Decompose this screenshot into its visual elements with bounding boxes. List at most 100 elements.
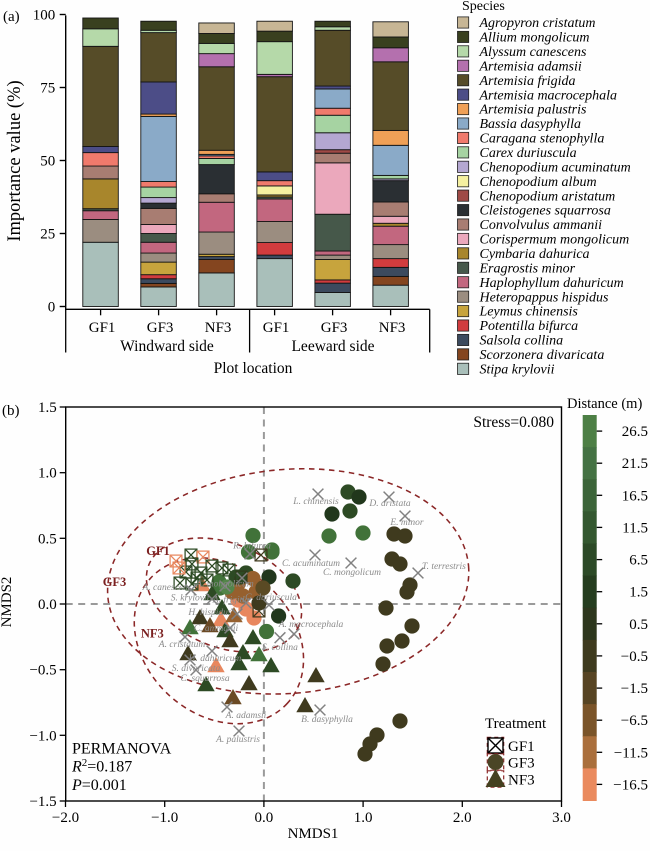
svg-text:100: 100 [33, 8, 56, 24]
svg-text:Leymus chinensis: Leymus chinensis [479, 305, 579, 320]
svg-text:16.5: 16.5 [622, 488, 648, 504]
svg-text:Artemisia macrocephala: Artemisia macrocephala [479, 88, 618, 103]
svg-text:Eragrostis minor: Eragrostis minor [479, 261, 576, 276]
svg-text:GF1: GF1 [89, 320, 116, 336]
svg-text:A. mongolicum: A. mongolicum [195, 580, 254, 590]
svg-text:−16.5: −16.5 [613, 777, 648, 793]
svg-text:Bassia dasyphylla: Bassia dasyphylla [480, 117, 582, 132]
svg-text:Carex duriuscula: Carex duriuscula [480, 146, 577, 161]
svg-text:Distance (m): Distance (m) [567, 396, 642, 412]
svg-text:50: 50 [40, 154, 55, 170]
svg-text:C. mongolicum: C. mongolicum [323, 568, 381, 578]
svg-text:GF3: GF3 [147, 320, 174, 336]
svg-text:NF3: NF3 [379, 320, 406, 336]
svg-text:−1.5: −1.5 [29, 794, 56, 810]
svg-text:1.0: 1.0 [38, 466, 57, 482]
svg-text:6.5: 6.5 [629, 553, 648, 569]
svg-text:D. aristata: D. aristata [368, 499, 410, 509]
svg-text:Chenopodium album: Chenopodium album [480, 175, 597, 190]
svg-text:1.0: 1.0 [354, 810, 373, 826]
svg-text:L. chinensis: L. chinensis [292, 497, 339, 507]
svg-text:A. palustris: A. palustris [215, 735, 260, 745]
svg-text:Treatment: Treatment [485, 716, 547, 732]
svg-text:−1.5: −1.5 [621, 681, 648, 697]
svg-text:75: 75 [40, 81, 55, 97]
svg-text:Caragana stenophylla: Caragana stenophylla [480, 132, 605, 147]
svg-text:Artemisia adamsii: Artemisia adamsii [479, 59, 582, 74]
svg-text:−1.0: −1.0 [29, 728, 56, 744]
svg-text:S. divaricata: S. divaricata [172, 664, 221, 674]
svg-text:A. adamsii: A. adamsii [225, 711, 267, 721]
svg-text:11.5: 11.5 [622, 520, 648, 536]
svg-text:Salsola collina: Salsola collina [480, 334, 564, 349]
svg-text:−11.5: −11.5 [614, 745, 648, 761]
svg-text:−0.5: −0.5 [29, 663, 56, 679]
svg-text:0.0: 0.0 [255, 810, 274, 826]
svg-text:A. cristatum: A. cristatum [158, 640, 206, 650]
svg-text:(b): (b) [2, 403, 20, 419]
svg-text:(a): (a) [3, 9, 20, 25]
svg-text:R2=0.187: R2=0.187 [71, 757, 132, 776]
svg-text:C. ammanii: C. ammanii [194, 624, 239, 634]
svg-text:GF1: GF1 [146, 544, 170, 558]
svg-text:1.5: 1.5 [38, 400, 57, 416]
svg-text:Importance value (%): Importance value (%) [5, 80, 25, 241]
svg-text:Artemisia frigida: Artemisia frigida [479, 74, 576, 89]
svg-text:GF1: GF1 [508, 739, 535, 755]
svg-text:Windward side: Windward side [120, 338, 214, 355]
svg-text:C. acuminatum: C. acuminatum [282, 559, 340, 569]
svg-text:NMDS2: NMDS2 [0, 577, 15, 628]
svg-text:Stress=0.080: Stress=0.080 [473, 414, 554, 431]
svg-text:A. frigida: A. frigida [212, 595, 250, 606]
svg-text:C. duriuscula: C. duriuscula [245, 593, 297, 603]
svg-text:Chenopodium aristatum: Chenopodium aristatum [480, 189, 616, 204]
svg-text:−1.0: −1.0 [151, 810, 178, 826]
svg-text:−0.5: −0.5 [621, 649, 648, 665]
svg-text:Cleistogenes squarrosa: Cleistogenes squarrosa [480, 204, 611, 219]
svg-text:Cymbaria dahurica: Cymbaria dahurica [480, 247, 590, 262]
svg-text:3.0: 3.0 [552, 810, 571, 826]
svg-text:NF3: NF3 [141, 627, 164, 641]
svg-text:−2.0: −2.0 [52, 810, 79, 826]
svg-text:2.0: 2.0 [453, 810, 472, 826]
svg-text:Species: Species [462, 0, 505, 14]
svg-text:PERMANOVA: PERMANOVA [72, 741, 172, 758]
svg-text:Artemisia palustris: Artemisia palustris [479, 103, 588, 118]
svg-text:Plot location: Plot location [214, 360, 293, 377]
svg-text:GF1: GF1 [263, 320, 290, 336]
svg-text:H. hispidus: H. hispidus [187, 608, 232, 618]
svg-text:A. macrocephala: A. macrocephala [278, 620, 344, 630]
svg-text:C. squarrosa: C. squarrosa [180, 674, 230, 684]
svg-text:21.5: 21.5 [622, 456, 648, 472]
svg-text:NMDS1: NMDS1 [288, 826, 339, 842]
svg-text:NF3: NF3 [508, 773, 535, 789]
svg-text:P=0.001: P=0.001 [71, 777, 127, 794]
svg-text:0: 0 [48, 300, 56, 316]
svg-text:Stipa krylovii: Stipa krylovii [480, 362, 555, 377]
svg-text:S. krylovii: S. krylovii [171, 594, 210, 604]
svg-text:A. canescens: A. canescens [141, 583, 191, 593]
svg-text:R. bifurca: R. bifurca [232, 541, 271, 552]
svg-text:Leeward side: Leeward side [291, 338, 374, 355]
svg-text:Corispermum mongolicum: Corispermum mongolicum [480, 233, 630, 248]
svg-text:Scorzonera divaricata: Scorzonera divaricata [480, 348, 605, 363]
svg-text:GF3: GF3 [321, 320, 348, 336]
svg-text:T. terrestris: T. terrestris [422, 562, 466, 572]
svg-text:GF3: GF3 [508, 756, 535, 772]
svg-text:Haplophyllum dahuricum: Haplophyllum dahuricum [479, 276, 624, 291]
svg-text:25: 25 [40, 227, 55, 243]
svg-text:26.5: 26.5 [622, 424, 648, 440]
svg-text:Convolvulus ammanii: Convolvulus ammanii [480, 218, 603, 233]
svg-text:Agropyron cristatum: Agropyron cristatum [479, 16, 596, 31]
svg-text:S. collina: S. collina [262, 643, 298, 653]
svg-text:1.5: 1.5 [629, 585, 648, 601]
svg-text:−6.5: −6.5 [621, 713, 648, 729]
svg-text:H. dahuricum: H. dahuricum [188, 654, 242, 664]
svg-text:Allium mongolicum: Allium mongolicum [479, 31, 590, 46]
svg-text:0.5: 0.5 [629, 617, 648, 633]
svg-text:Potentilla bifurca: Potentilla bifurca [479, 319, 579, 334]
svg-text:Heteropappus hispidus: Heteropappus hispidus [479, 290, 610, 305]
svg-text:NF3: NF3 [205, 320, 232, 336]
svg-text:Chenopodium acuminatum: Chenopodium acuminatum [480, 160, 631, 175]
svg-text:Alyssum canescens: Alyssum canescens [479, 45, 587, 60]
